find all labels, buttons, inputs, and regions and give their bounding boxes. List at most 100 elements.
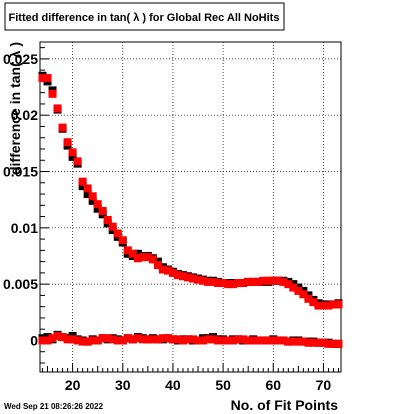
data-point-series-3 <box>274 336 283 345</box>
data-point-series-2 <box>194 275 203 284</box>
data-point-series-0 <box>133 249 142 258</box>
data-point-series-2 <box>314 301 323 310</box>
data-point-series-2 <box>168 268 177 277</box>
footer-timestamp: Wed Sep 21 08:26:26 2022 <box>4 402 104 411</box>
y-axis-label: difference in tan( λ ) <box>7 42 23 175</box>
data-point-series-3 <box>123 334 132 343</box>
data-point-series-2 <box>309 298 318 307</box>
data-point-series-3 <box>289 337 298 346</box>
data-point-series-3 <box>153 335 162 344</box>
data-point-series-2 <box>234 279 243 288</box>
data-point-series-2 <box>259 276 268 285</box>
data-point-series-3 <box>194 336 203 345</box>
data-point-series-2 <box>63 138 72 147</box>
data-point-series-3 <box>319 338 328 347</box>
data-point-series-3 <box>168 335 177 344</box>
data-point-series-3 <box>108 335 117 344</box>
data-point-series-3 <box>234 335 243 344</box>
plot-frame <box>39 41 342 373</box>
data-point-series-3 <box>334 339 343 348</box>
data-point-series-3 <box>78 337 87 346</box>
data-point-series-2 <box>68 148 77 157</box>
data-point-series-2 <box>219 279 228 288</box>
data-point-series-2 <box>78 177 87 186</box>
data-point-series-3 <box>239 335 248 344</box>
data-point-series-2 <box>249 277 258 286</box>
data-point-series-2 <box>199 276 208 285</box>
data-point-series-3 <box>118 336 127 345</box>
data-point-series-2 <box>173 271 182 280</box>
data-point-series-0 <box>83 190 92 199</box>
data-point-series-2 <box>189 274 198 283</box>
data-point-series-2 <box>204 277 213 286</box>
data-point-series-2 <box>299 290 308 299</box>
data-point-series-2 <box>88 192 97 201</box>
title-box: Fitted difference in tan( λ ) for Global… <box>4 2 285 31</box>
data-point-series-2 <box>48 89 57 98</box>
data-point-series-3 <box>93 336 102 345</box>
data-point-series-2 <box>53 104 62 113</box>
data-point-series-3 <box>43 336 52 345</box>
data-point-series-3 <box>98 334 107 343</box>
data-point-series-3 <box>314 338 323 347</box>
data-point-series-3 <box>324 339 333 348</box>
data-point-series-2 <box>138 253 147 262</box>
data-point-series-2 <box>58 123 67 132</box>
data-point-series-3 <box>299 337 308 346</box>
data-point-series-0 <box>88 196 97 205</box>
data-point-series-2 <box>158 265 167 274</box>
x-axis-label: No. of Fit Points <box>231 397 339 413</box>
data-point-series-3 <box>264 336 273 345</box>
data-point-series-3 <box>294 337 303 346</box>
data-point-series-2 <box>43 74 52 83</box>
data-point-series-0 <box>68 152 77 161</box>
data-point-series-2 <box>183 273 192 282</box>
data-point-series-2 <box>244 277 253 286</box>
plot-area: 20 30 40 50 60 70 0 0.005 0.01 0.015 0.02 0.025 No. … <box>3 41 343 413</box>
y-tick-label: 0.005 <box>3 276 38 292</box>
data-point-series-3 <box>83 337 92 346</box>
y-tick-label: 0.01 <box>11 220 38 236</box>
data-point-series-3 <box>53 331 62 340</box>
data-point-series-3 <box>259 336 268 345</box>
data-point-series-2 <box>229 280 238 289</box>
data-point-series-3 <box>229 336 238 345</box>
data-point-series-3 <box>133 334 142 343</box>
data-point-series-3 <box>209 335 218 344</box>
data-point-series-2 <box>209 277 218 286</box>
data-point-series-3 <box>143 335 152 344</box>
data-point-series-3 <box>178 336 187 345</box>
data-point-series-2 <box>239 279 248 288</box>
data-point-series-3 <box>63 335 72 344</box>
data-point-series-3 <box>279 336 288 345</box>
data-point-series-3 <box>304 338 313 347</box>
data-point-series-2 <box>329 300 338 309</box>
y-tick-label: 0 <box>30 332 38 348</box>
data-point-series-3 <box>309 338 318 347</box>
data-point-series-3 <box>173 335 182 344</box>
data-point-series-2 <box>334 300 343 309</box>
data-point-series-2 <box>319 301 328 310</box>
data-point-series-2 <box>133 254 142 263</box>
data-point-series-2 <box>108 222 117 231</box>
chart-title: Fitted difference in tan( λ ) for Global… <box>9 12 280 24</box>
data-point-series-3 <box>148 335 157 344</box>
data-point-series-3 <box>73 336 82 345</box>
x-tick-label: 20 <box>65 377 81 393</box>
data-point-series-3 <box>214 336 223 345</box>
data-point-series-3 <box>103 334 112 343</box>
data-point-series-3 <box>189 335 198 344</box>
data-point-series-3 <box>128 335 137 344</box>
data-point-series-3 <box>269 336 278 345</box>
data-point-series-3 <box>249 336 258 345</box>
data-point-series-3 <box>88 336 97 345</box>
data-point-series-2 <box>274 276 283 285</box>
data-point-series-2 <box>143 253 152 262</box>
data-point-series-2 <box>98 206 107 215</box>
data-point-series-3 <box>183 335 192 344</box>
x-tick-label: 50 <box>215 377 231 393</box>
data-point-series-2 <box>264 276 273 285</box>
data-point-series-2 <box>128 249 137 258</box>
data-point-series-2 <box>83 184 92 193</box>
